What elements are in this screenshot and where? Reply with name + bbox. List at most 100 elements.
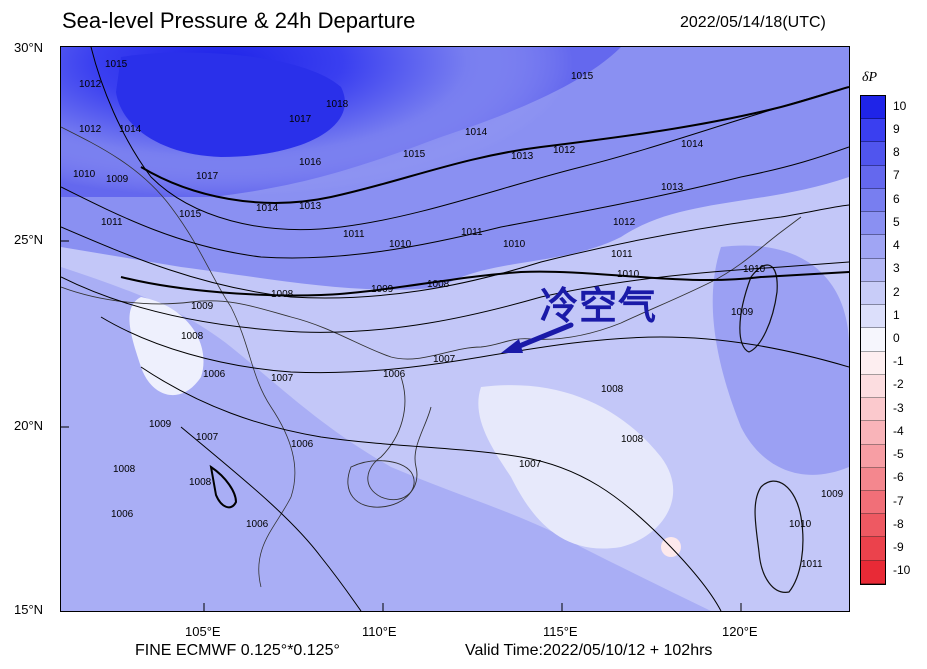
lon-label-105e: 105°E — [185, 624, 221, 639]
isobar-label: 1007 — [271, 373, 294, 384]
colorbar-swatch — [861, 96, 885, 120]
colorbar-swatch — [861, 490, 885, 515]
departure-band-3 — [61, 267, 711, 611]
colorbar-tick-label: -8 — [893, 516, 904, 531]
valid-time: Valid Time:2022/05/10/12 + 102hrs — [465, 642, 713, 659]
pressure-map[interactable]: 1015 1012 1012 1010 1009 1014 1017 1018 … — [60, 46, 850, 612]
isobar-label: 1009 — [731, 307, 754, 318]
isobar-label: 1011 — [461, 227, 483, 238]
isobar-1006-south — [180, 426, 362, 611]
colorbar-swatch — [861, 212, 885, 236]
colorbar-tick-label: 9 — [893, 121, 900, 136]
cold-air-arrow — [501, 322, 574, 353]
isobar-label: 1007 — [433, 354, 456, 365]
lon-label-110e: 110°E — [362, 624, 397, 639]
isobar-1010-bold — [120, 270, 849, 297]
isobar-label: 1010 — [743, 264, 766, 275]
colorbar-swatch — [861, 235, 885, 259]
isobar-label: 1015 — [105, 59, 128, 70]
isobar-label: 1010 — [73, 169, 96, 180]
isobar-label: 1012 — [79, 124, 102, 135]
isobar-label: 1013 — [661, 182, 684, 193]
colorbar-tick-label: 4 — [893, 238, 900, 253]
axis-ticks — [61, 240, 742, 611]
colorbar-tick-label: -4 — [893, 423, 904, 438]
colorbar-swatch — [861, 444, 885, 468]
isobar-label: 1011 — [343, 229, 365, 240]
indochina-coast — [61, 126, 296, 588]
isobar-label: 1011 — [101, 217, 123, 228]
coastline-leizhou — [367, 376, 432, 501]
colorbar-tick-label: -9 — [893, 540, 904, 555]
map-title: Sea-level Pressure & 24h Departure — [62, 8, 416, 33]
isobar-label: 1008 — [271, 289, 294, 300]
colorbar-swatch — [861, 305, 885, 329]
colorbar-tick-label: 10 — [893, 98, 907, 113]
colorbar-swatch — [861, 537, 885, 561]
colorbar-swatch — [861, 258, 885, 282]
isobar-label: 1008 — [189, 477, 212, 488]
isobar-label: 1006 — [203, 369, 226, 380]
colorbar-title: δP — [862, 70, 878, 85]
colorbar-tick-label: 2 — [893, 284, 900, 299]
isobar-1015-bold — [140, 86, 849, 204]
isobar-label: 1010 — [617, 269, 640, 280]
isobar-label: 1006 — [246, 519, 269, 530]
lat-label-20n: 20°N — [14, 418, 44, 433]
isobar-label: 1009 — [371, 284, 394, 295]
isobar-label: 1009 — [149, 419, 172, 430]
colorbar-swatch — [861, 398, 885, 422]
isobar-label: 1017 — [196, 171, 219, 182]
isobar-1016 — [90, 47, 849, 230]
isobar-label: 1008 — [601, 384, 624, 395]
isobar-label: 1008 — [427, 279, 450, 290]
colorbar-tick-label: 8 — [893, 145, 900, 160]
departure-low-0-scs — [478, 385, 674, 549]
isobar-label: 1010 — [503, 239, 526, 250]
colorbar-tick-label: -7 — [893, 493, 904, 508]
colorbar-tick-label: -3 — [893, 400, 904, 415]
isobar-label: 1016 — [299, 157, 322, 168]
isobar-label: 1011 — [801, 559, 823, 570]
isobar-label: 1007 — [196, 432, 219, 443]
colorbar-tick-label: 7 — [893, 168, 900, 183]
colorbar-swatch — [861, 281, 885, 306]
isobar-label: 1015 — [571, 71, 594, 82]
isobar-label: 1006 — [383, 369, 406, 380]
colorbar-tick-label: -1 — [893, 354, 904, 369]
isobar-labels: 1015 1012 1012 1010 1009 1014 1017 1018 … — [73, 59, 844, 570]
taiwan-island — [739, 264, 778, 353]
isobar-label: 1014 — [119, 124, 142, 135]
isobar-label: 1011 — [611, 249, 633, 260]
low-center-bold — [209, 464, 238, 509]
isobar-label: 1006 — [291, 439, 314, 450]
lat-label-30n: 30°N — [14, 40, 44, 55]
isobar-label: 1014 — [681, 139, 704, 150]
colorbar-tick-label: -6 — [893, 470, 904, 485]
isobar-label: 1010 — [389, 239, 412, 250]
isobar-1006 — [140, 366, 722, 611]
isobar-1008 — [100, 316, 849, 374]
isobar-label: 1014 — [465, 127, 488, 138]
colorbar-swatch — [861, 328, 885, 352]
isobar-label: 1018 — [326, 99, 349, 110]
isobar-label: 1014 — [256, 203, 279, 214]
colorbar-swatch — [861, 560, 885, 584]
model-info: FINE ECMWF 0.125°*0.125° — [135, 642, 340, 659]
hainan-island — [347, 460, 415, 508]
colorbar-tick-label: -10 — [893, 563, 911, 578]
colorbar-tick-label: -5 — [893, 447, 904, 462]
pressure-map-svg: 1015 1012 1012 1010 1009 1014 1017 1018 … — [61, 47, 849, 611]
isobars — [61, 47, 849, 611]
isobar-label: 1008 — [113, 464, 136, 475]
colorbar-tick-label: 1 — [893, 307, 900, 322]
colorbar-tick-label: 3 — [893, 261, 900, 276]
isobar-label: 1010 — [789, 519, 812, 530]
lat-label-15n: 15°N — [14, 602, 44, 617]
isobar-label: 1015 — [179, 209, 202, 220]
isobar-label: 1009 — [106, 174, 129, 185]
colorbar-swatch — [861, 165, 885, 189]
isobar-1014 — [61, 146, 849, 259]
colorbar-swatch — [861, 374, 885, 399]
lon-label-115e: 115°E — [543, 624, 578, 639]
